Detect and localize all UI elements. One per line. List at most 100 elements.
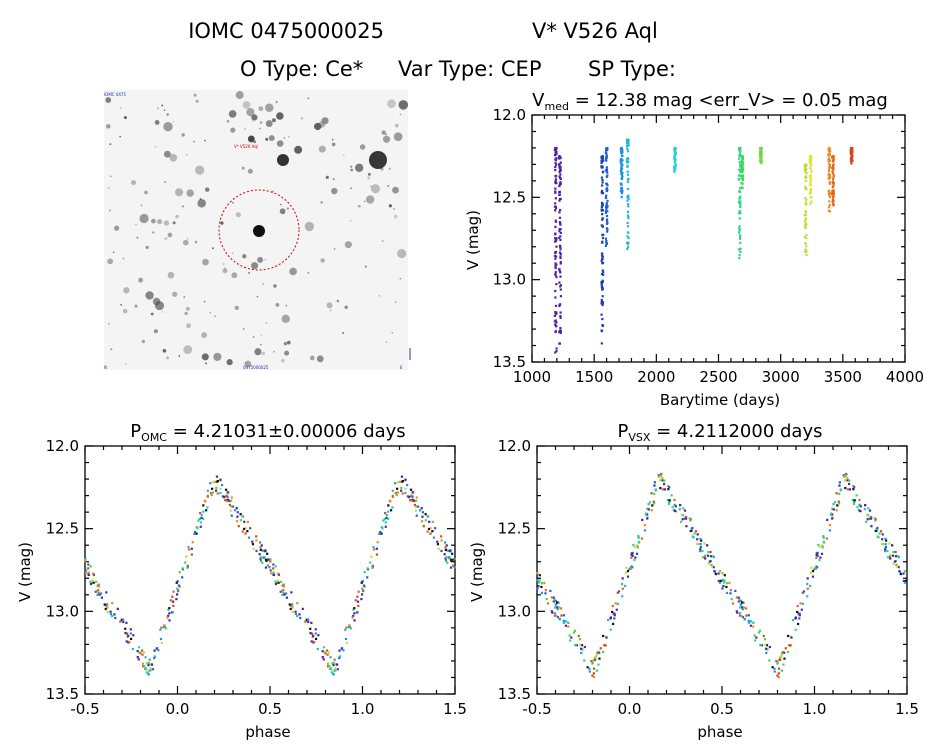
phase-point: [404, 491, 407, 495]
phase-point: [344, 628, 347, 632]
phase-point: [416, 505, 420, 508]
lightcurve-point: [673, 147, 677, 150]
lightcurve-point: [626, 178, 630, 181]
phase-point: [700, 539, 703, 542]
phase-point: [326, 662, 330, 665]
phase-point: [187, 545, 190, 549]
phase-point: [214, 480, 217, 483]
lightcurve-point: [805, 236, 808, 240]
phase-point: [151, 668, 155, 671]
chart2-title: PVSX = 4.2112000 days: [618, 421, 823, 444]
sky-star: [123, 116, 127, 120]
lightcurve-point: [832, 191, 835, 194]
phase-point: [874, 529, 877, 533]
lightcurve-point: [554, 351, 557, 354]
sky-star: [213, 352, 222, 361]
phase-point: [446, 561, 449, 564]
chart1-ytick-label: 12.0: [46, 437, 79, 455]
phase-point: [617, 590, 621, 593]
phase-point: [679, 520, 683, 523]
phase-point: [572, 631, 576, 634]
chart0-title-rest: = 12.38 mag <err_V> = 0.05 mag: [569, 90, 888, 111]
lightcurve-point: [626, 225, 630, 228]
phase-point: [310, 621, 313, 624]
lightcurve-point: [831, 171, 835, 174]
lightcurve-point: [805, 249, 808, 253]
phase-point: [765, 644, 769, 647]
phase-point: [660, 477, 663, 480]
phase-point: [363, 571, 366, 574]
phase-point: [722, 584, 725, 588]
chart0-xtick-label: 4000: [886, 368, 924, 386]
phase-point: [276, 572, 279, 575]
phase-point: [332, 664, 335, 667]
phase-point: [729, 589, 732, 592]
sky-star: [232, 201, 234, 204]
lightcurve-point: [809, 160, 813, 163]
lightcurve-point: [804, 211, 808, 214]
phase-point: [709, 555, 713, 558]
lightcurve-point: [739, 237, 742, 240]
lightcurve-point: [555, 283, 558, 286]
sky-star: [391, 331, 394, 334]
sky-star: [163, 109, 166, 111]
phase-point: [831, 507, 834, 510]
phase-point: [114, 616, 117, 620]
phase-point: [252, 547, 255, 550]
phase-point: [701, 556, 704, 559]
lightcurve-point: [804, 201, 807, 204]
phase-point: [783, 651, 786, 654]
phase-point: [899, 572, 902, 576]
phase-point: [713, 569, 716, 573]
phase-point: [662, 482, 666, 486]
phase-point: [215, 475, 219, 478]
phase-point: [712, 566, 715, 569]
phase-point: [269, 569, 272, 572]
phase-point: [432, 536, 436, 539]
chart0-xtick-label: 3000: [762, 368, 800, 386]
phase-point: [309, 631, 312, 635]
sky-star: [204, 187, 210, 192]
phase-point: [568, 634, 571, 637]
lightcurve-point: [559, 285, 562, 288]
lightcurve-point: [741, 170, 744, 174]
phase-point: [777, 672, 780, 675]
lightcurve-point: [627, 231, 630, 234]
lightcurve-point: [554, 255, 558, 258]
phase-point: [704, 557, 707, 560]
phase-point: [575, 644, 579, 647]
lightcurve-point: [805, 171, 808, 174]
lightcurve-point: [827, 169, 831, 172]
phase-point: [352, 614, 355, 618]
lightcurve-point: [605, 156, 608, 159]
lightcurve-point: [808, 166, 812, 169]
phase-point: [230, 499, 233, 502]
lightcurve-point: [601, 317, 604, 321]
phase-point: [711, 565, 714, 568]
phase-point: [317, 634, 320, 637]
phase-point: [586, 666, 589, 669]
phase-point: [801, 591, 804, 594]
phase-point: [255, 535, 258, 538]
sky-star: [166, 356, 169, 360]
phase-point: [881, 533, 884, 536]
phase-point: [848, 479, 851, 482]
lightcurve-point: [605, 188, 608, 191]
phase-point: [426, 530, 429, 533]
lightcurve-point: [810, 164, 813, 167]
phase-point: [390, 509, 393, 512]
phase-point: [241, 515, 245, 518]
phase-point: [703, 542, 706, 545]
phase-point: [406, 495, 409, 498]
lightcurve-point: [554, 162, 557, 165]
phase-point: [87, 573, 91, 577]
lightcurve-point: [804, 248, 807, 251]
phase-point: [822, 540, 825, 543]
phase-point: [436, 540, 439, 543]
light-curve-chart: Vmed = 12.38 mag <err_V> = 0.05 mag 1000…: [464, 90, 924, 409]
lightcurve-point: [559, 329, 562, 332]
lightcurve-point: [558, 221, 562, 224]
phase-point: [661, 479, 664, 482]
phase-point: [690, 528, 693, 531]
lightcurve-point: [738, 211, 741, 214]
